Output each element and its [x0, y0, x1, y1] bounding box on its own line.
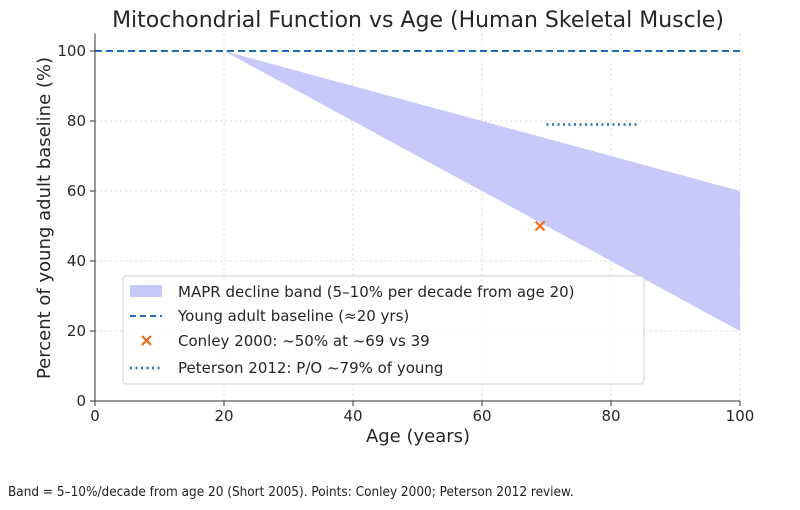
x-tick-label: 100 [726, 407, 755, 425]
y-tick-label: 20 [67, 322, 86, 340]
chart: Mitochondrial Function vs Age (Human Ske… [34, 8, 755, 447]
legend-label-band: MAPR decline band (5–10% per decade from… [178, 283, 575, 301]
legend: MAPR decline band (5–10% per decade from… [122, 275, 645, 385]
legend-label-peterson: Peterson 2012: P/O ~79% of young [178, 359, 443, 377]
legend-swatch-conley [141, 335, 152, 346]
y-tick-label: 80 [67, 112, 86, 130]
y-tick-label: 40 [67, 252, 86, 270]
x-tick-label: 40 [343, 407, 362, 425]
marks [95, 50, 740, 331]
y-tick-label: 60 [67, 182, 86, 200]
legend-frame [122, 275, 645, 385]
legend-label-conley: Conley 2000: ~50% at ~69 vs 39 [178, 332, 430, 350]
legend-label-baseline: Young adult baseline (≈20 yrs) [177, 307, 409, 325]
axes: 0 20 40 60 80 100 0 20 40 60 80 100 [57, 33, 755, 425]
y-axis-label: Percent of young adult baseline (%) [34, 57, 55, 379]
x-tick-label: 80 [601, 407, 620, 425]
x-tick-label: 20 [214, 407, 233, 425]
x-tick-label: 60 [472, 407, 491, 425]
y-tick-label: 100 [57, 42, 86, 60]
marker-stroke [534, 220, 546, 232]
footer-note: Band = 5–10%/decade from age 20 (Short 2… [8, 485, 574, 500]
y-tick-label: 0 [76, 392, 86, 410]
chart-title: Mitochondrial Function vs Age (Human Ske… [112, 8, 724, 33]
decline-band [224, 51, 740, 331]
x-axis-label: Age (years) [366, 426, 470, 447]
x-tick-label: 0 [90, 407, 100, 425]
data-point-conley [534, 220, 546, 232]
legend-swatch-band [130, 285, 162, 297]
